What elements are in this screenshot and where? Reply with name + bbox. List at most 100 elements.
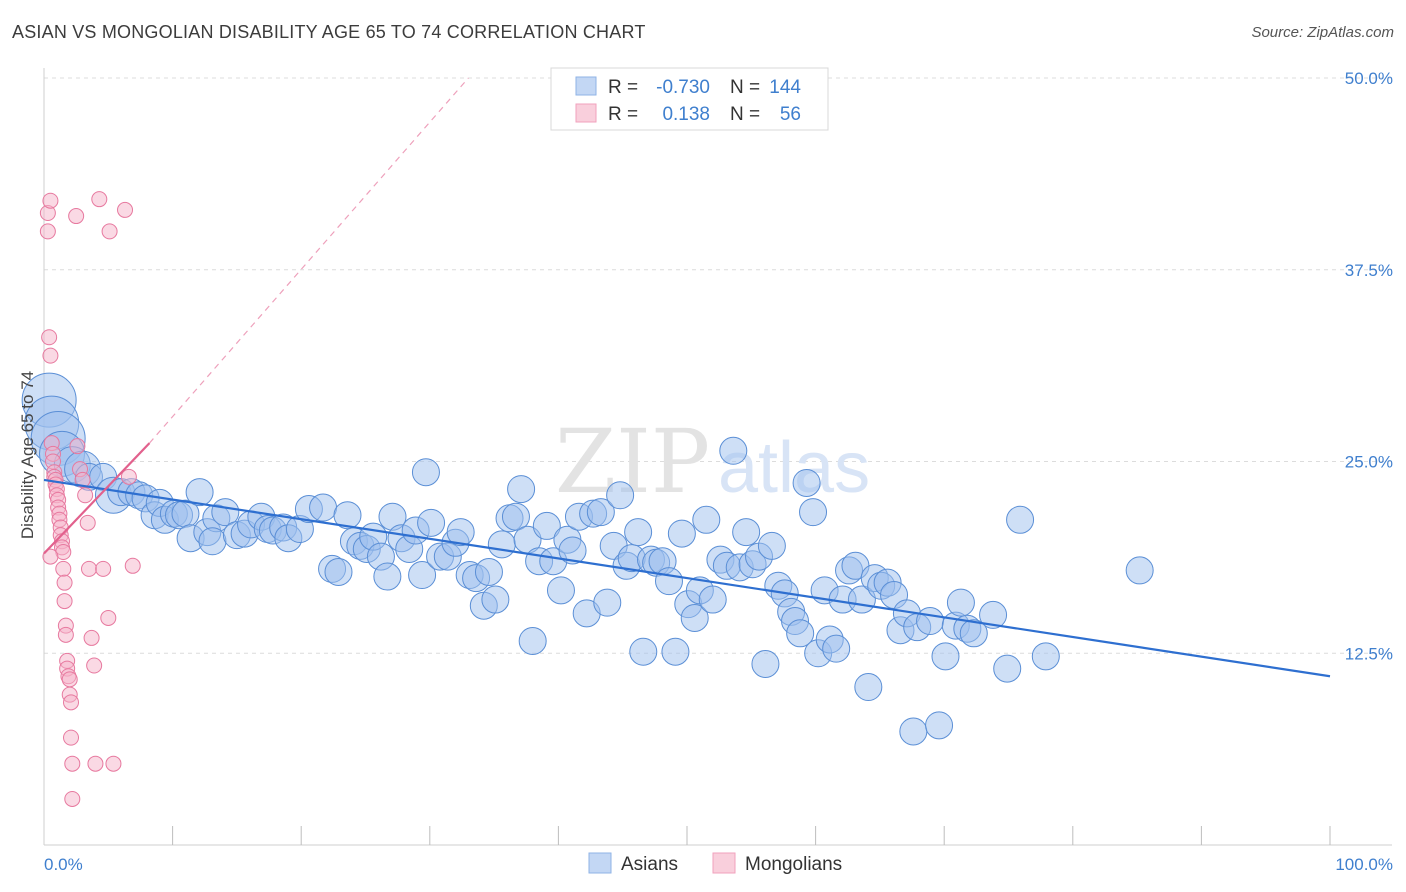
asian-point	[799, 498, 828, 527]
mongolian-point	[63, 729, 80, 746]
bottom-legend-swatch-asians	[588, 852, 612, 874]
mongolian-point	[42, 192, 59, 209]
asian-point	[624, 518, 653, 547]
asian-point	[680, 603, 709, 632]
y-tick-label: 37.5%	[1345, 261, 1393, 280]
legend-r-label-asians: R =	[608, 77, 638, 98]
mongolian-point	[68, 208, 85, 225]
mongolians-trend-line	[43, 442, 151, 555]
asian-point	[979, 600, 1008, 629]
mongolian-point	[64, 755, 81, 772]
asian-point	[333, 501, 362, 530]
asian-point	[751, 649, 780, 678]
asian-point	[518, 626, 547, 655]
asian-point	[899, 717, 928, 746]
y-tick-label: 50.0%	[1345, 69, 1393, 88]
asian-point	[1031, 642, 1060, 671]
asian-point	[185, 478, 214, 507]
asian-point	[667, 519, 696, 548]
asian-point	[558, 536, 587, 565]
bottom-legend-mongolians: Mongolians	[745, 854, 842, 875]
trend-lines	[43, 77, 1331, 678]
asian-point	[925, 711, 954, 740]
tick-labels: 12.5% 25.0% 37.5% 50.0% 0.0% 100.0%	[44, 69, 1393, 874]
y-axis-label: Disability Age 65 to 74	[18, 371, 37, 539]
asian-point	[417, 508, 446, 537]
asian-point	[1125, 556, 1154, 585]
mongolian-point	[87, 755, 104, 772]
asian-point	[959, 619, 988, 648]
mongolian-point	[39, 223, 56, 240]
legend-swatch-asians	[575, 76, 597, 96]
asian-point	[786, 619, 815, 648]
asian-point	[606, 481, 635, 510]
series-asians	[21, 372, 1154, 746]
asian-point	[993, 654, 1022, 683]
asian-point	[487, 530, 516, 559]
asian-point	[692, 505, 721, 534]
asian-point	[198, 527, 227, 556]
asian-point	[546, 576, 575, 605]
asian-point	[481, 585, 510, 614]
legend-r-value-mongolians: 0.138	[662, 104, 710, 125]
mongolian-point	[42, 347, 59, 364]
x-tick-label-max: 100.0%	[1335, 855, 1393, 874]
asian-point	[822, 634, 851, 663]
mongolian-point	[64, 790, 81, 807]
mongolian-point	[91, 191, 108, 208]
series-mongolians	[39, 191, 141, 807]
asian-point	[411, 458, 440, 487]
asian-point	[532, 511, 561, 540]
bottom-legend: Asians Mongolians	[588, 852, 842, 875]
asian-point	[946, 588, 975, 617]
mongolian-point	[61, 671, 78, 688]
asian-point	[373, 562, 402, 591]
mongolian-point	[74, 471, 91, 488]
mongolian-point	[105, 755, 122, 772]
mongolian-point	[69, 438, 86, 455]
watermark: ZIP atlas	[555, 410, 870, 513]
asian-point	[507, 475, 536, 504]
legend-n-value-asians: 144	[769, 77, 801, 98]
mongolian-point	[117, 201, 134, 218]
asian-point	[629, 637, 658, 666]
mongolian-point	[81, 560, 98, 577]
mongolian-point	[120, 468, 137, 485]
asian-point	[931, 642, 960, 671]
legend-r-value-asians: -0.730	[656, 77, 710, 98]
mongolian-point	[100, 609, 117, 626]
asian-point	[408, 561, 437, 590]
legend-box: R = -0.730 N = 144 R = 0.138 N = 56	[550, 67, 829, 131]
mongolian-point	[79, 514, 96, 531]
asian-point	[586, 498, 615, 527]
mongolian-point	[101, 223, 118, 240]
asian-point	[654, 567, 683, 596]
grid-lines	[44, 77, 1392, 654]
legend-r-label-mongolians: R =	[608, 104, 638, 125]
legend-n-label-asians: N =	[730, 77, 760, 98]
mongolian-point	[57, 626, 74, 643]
mongolian-point	[63, 694, 80, 711]
asian-point	[309, 493, 338, 522]
mongolian-point	[95, 560, 112, 577]
mongolian-point	[41, 329, 58, 346]
asian-point	[593, 588, 622, 617]
legend-n-value-mongolians: 56	[780, 104, 801, 125]
asian-point	[854, 672, 883, 701]
bottom-legend-asians: Asians	[621, 854, 678, 875]
mongolian-point	[124, 557, 141, 574]
mongolian-point	[56, 593, 73, 610]
asian-point	[1006, 505, 1035, 534]
asian-point	[719, 436, 748, 465]
legend-n-label-mongolians: N =	[730, 104, 760, 125]
mongolian-point	[56, 574, 73, 591]
mongolian-point	[83, 629, 100, 646]
asian-point	[474, 557, 503, 586]
asian-point	[698, 585, 727, 614]
x-tick-label-min: 0.0%	[44, 855, 83, 874]
y-tick-label: 25.0%	[1345, 453, 1393, 472]
asian-point	[757, 531, 786, 560]
bottom-legend-swatch-mongolians	[712, 852, 736, 874]
asians-trend-line	[43, 478, 1331, 678]
